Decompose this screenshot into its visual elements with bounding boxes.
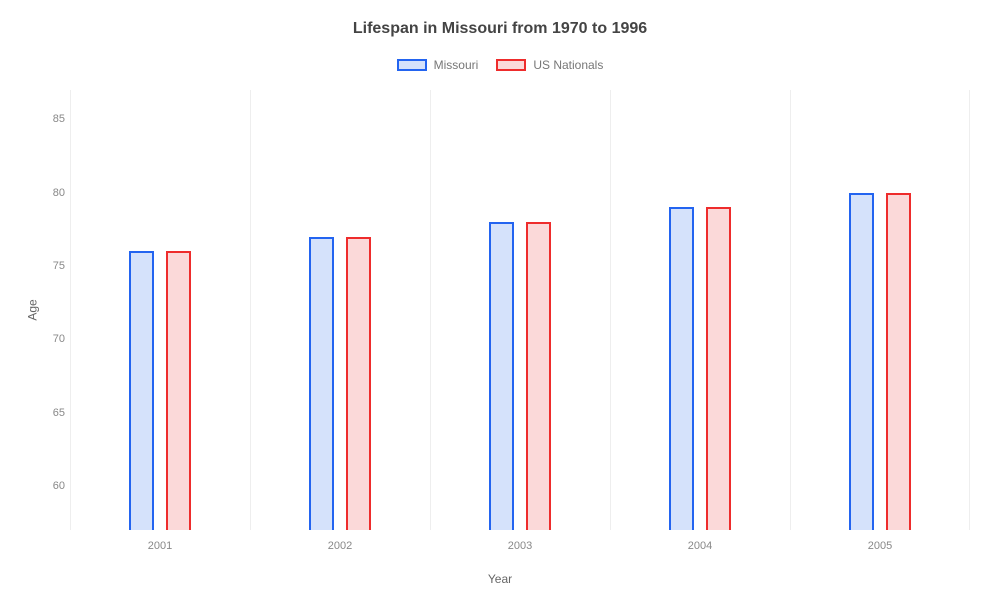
y-tick-label: 85 [35, 113, 65, 125]
bar [346, 237, 371, 530]
legend-swatch-missouri [397, 59, 427, 71]
y-tick-label: 65 [35, 407, 65, 419]
chart-title: Lifespan in Missouri from 1970 to 1996 [0, 20, 1000, 38]
bar [849, 193, 874, 530]
x-tick-label: 2004 [688, 540, 712, 552]
x-tick-label: 2003 [508, 540, 532, 552]
legend-item-missouri: Missouri [397, 58, 479, 72]
bar [526, 222, 551, 530]
grid-line [969, 90, 970, 530]
legend-swatch-us-nationals [496, 59, 526, 71]
chart-container: Lifespan in Missouri from 1970 to 1996 M… [0, 0, 1000, 600]
y-axis-label: Age [26, 299, 40, 320]
grid-line [250, 90, 251, 530]
bar [669, 207, 694, 530]
x-tick-label: 2005 [868, 540, 892, 552]
legend-label: US Nationals [533, 58, 603, 72]
grid-line [430, 90, 431, 530]
y-tick-label: 75 [35, 260, 65, 272]
legend: Missouri US Nationals [0, 58, 1000, 72]
bar [166, 251, 191, 530]
grid-line [610, 90, 611, 530]
bar [129, 251, 154, 530]
grid-line [70, 90, 71, 530]
bar [886, 193, 911, 530]
x-tick-label: 2001 [148, 540, 172, 552]
x-tick-label: 2002 [328, 540, 352, 552]
y-tick-label: 60 [35, 480, 65, 492]
y-tick-label: 70 [35, 333, 65, 345]
bar [706, 207, 731, 530]
plot-area: 20012002200320042005606570758085 [70, 90, 970, 530]
legend-label: Missouri [434, 58, 479, 72]
grid-line [790, 90, 791, 530]
bar [489, 222, 514, 530]
x-axis-label: Year [0, 572, 1000, 586]
legend-item-us-nationals: US Nationals [496, 58, 603, 72]
y-tick-label: 80 [35, 187, 65, 199]
bar [309, 237, 334, 530]
